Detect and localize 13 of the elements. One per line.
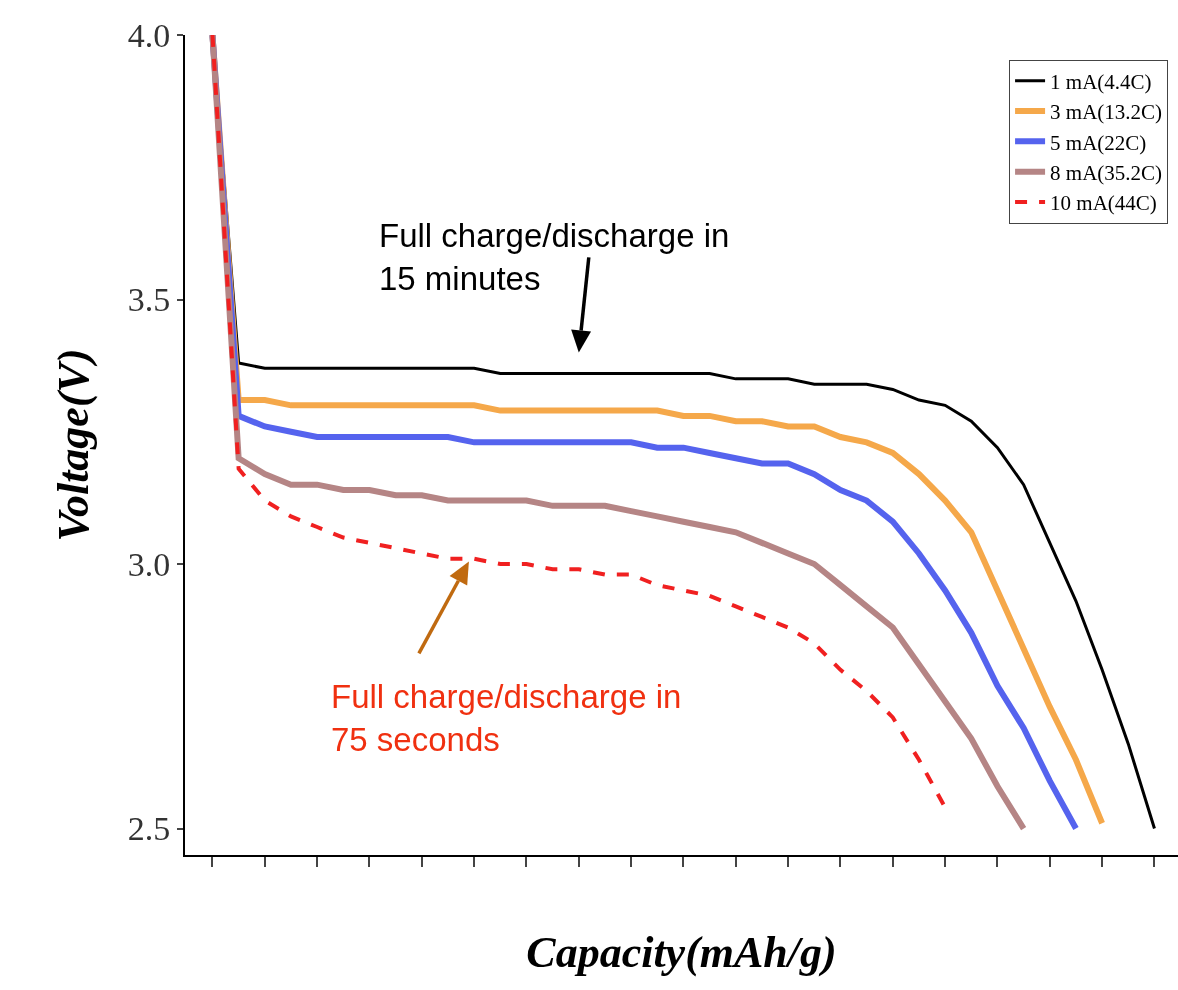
legend-label: 3 mA(13.2C) (1050, 100, 1163, 125)
annotation: Full charge/discharge in 15 minutes (379, 217, 730, 297)
y-tick-label: 4.0 (127, 16, 171, 54)
legend-label: 8 mA(35.2C) (1050, 160, 1163, 185)
legend-label: 5 mA(22C) (1050, 130, 1147, 155)
y-tick-label: 3.5 (127, 281, 171, 319)
annotation: Full charge/discharge in 75 seconds (331, 678, 682, 758)
y-axis-title: Voltage(V) (49, 348, 99, 542)
y-tick-label: 2.5 (127, 810, 171, 848)
y-tick-label: 3.0 (127, 545, 171, 583)
legend-label: 10 mA(44C) (1050, 191, 1157, 216)
x-axis-title: Capacity(mAh/g) (526, 927, 837, 977)
legend-label: 1 mA(4.4C) (1050, 69, 1152, 94)
